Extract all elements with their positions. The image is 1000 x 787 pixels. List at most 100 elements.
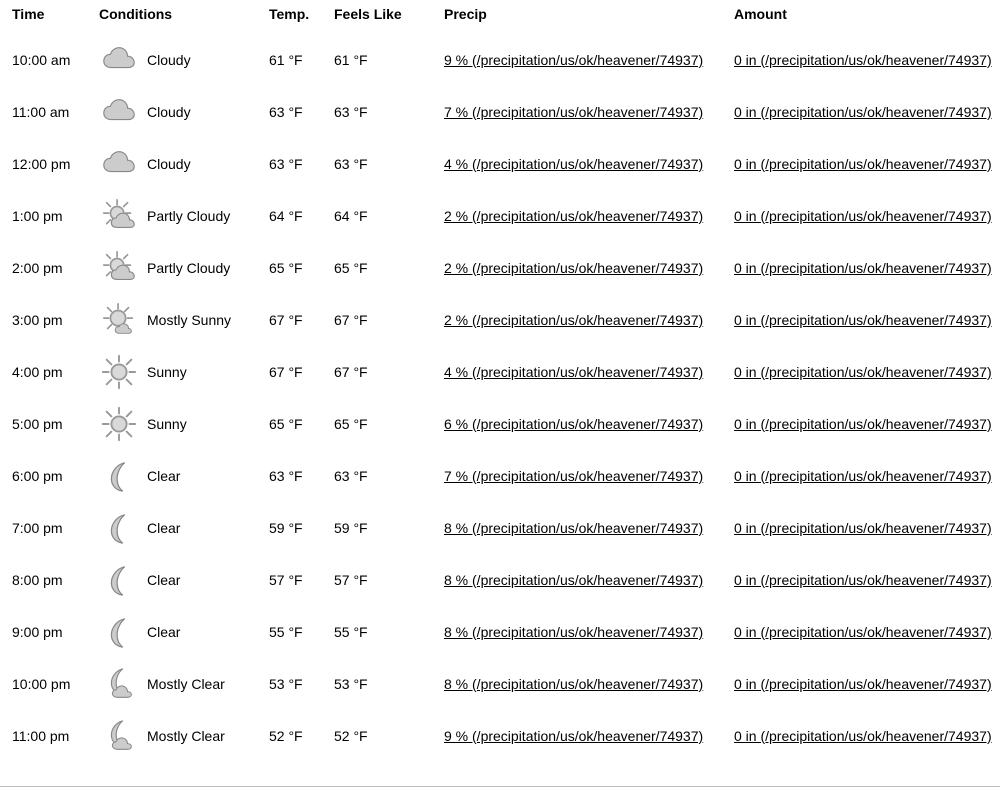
conditions-cell: Sunny: [95, 346, 265, 398]
precip-link[interactable]: 4 % (/precipitation/us/ok/heavener/74937…: [444, 364, 703, 380]
time-cell: 8:00 pm: [0, 554, 95, 606]
precip-link[interactable]: 2 % (/precipitation/us/ok/heavener/74937…: [444, 312, 703, 328]
table-row: 5:00 pmSunny65 °F65 °F6 % (/precipitatio…: [0, 398, 1000, 450]
feels-like-cell: 55 °F: [330, 606, 440, 658]
table-row: 8:00 pmClear57 °F57 °F8 % (/precipitatio…: [0, 554, 1000, 606]
amount-cell: 0 in (/precipitation/us/ok/heavener/7493…: [730, 34, 1000, 86]
precip-cell: 7 % (/precipitation/us/ok/heavener/74937…: [440, 86, 730, 138]
precip-link[interactable]: 2 % (/precipitation/us/ok/heavener/74937…: [444, 208, 703, 224]
precip-cell: 7 % (/precipitation/us/ok/heavener/74937…: [440, 450, 730, 502]
conditions-cell: Clear: [95, 450, 265, 502]
conditions-cell: Clear: [95, 502, 265, 554]
precip-cell: 2 % (/precipitation/us/ok/heavener/74937…: [440, 242, 730, 294]
feels-like-cell: 64 °F: [330, 190, 440, 242]
amount-link[interactable]: 0 in (/precipitation/us/ok/heavener/7493…: [734, 572, 992, 588]
temp-cell: 63 °F: [265, 138, 330, 190]
precip-link[interactable]: 4 % (/precipitation/us/ok/heavener/74937…: [444, 156, 703, 172]
precip-link[interactable]: 8 % (/precipitation/us/ok/heavener/74937…: [444, 676, 703, 692]
amount-link[interactable]: 0 in (/precipitation/us/ok/heavener/7493…: [734, 312, 992, 328]
amount-cell: 0 in (/precipitation/us/ok/heavener/7493…: [730, 450, 1000, 502]
clear-night-icon: [99, 612, 139, 652]
condition-label: Mostly Clear: [147, 676, 225, 692]
feels-like-cell: 67 °F: [330, 346, 440, 398]
precip-link[interactable]: 9 % (/precipitation/us/ok/heavener/74937…: [444, 728, 703, 744]
amount-link[interactable]: 0 in (/precipitation/us/ok/heavener/7493…: [734, 728, 992, 744]
temp-cell: 65 °F: [265, 242, 330, 294]
conditions-cell: Clear: [95, 554, 265, 606]
precip-link[interactable]: 8 % (/precipitation/us/ok/heavener/74937…: [444, 520, 703, 536]
precip-cell: 8 % (/precipitation/us/ok/heavener/74937…: [440, 606, 730, 658]
table-row: 9:00 pmClear55 °F55 °F8 % (/precipitatio…: [0, 606, 1000, 658]
feels-like-cell: 63 °F: [330, 450, 440, 502]
amount-link[interactable]: 0 in (/precipitation/us/ok/heavener/7493…: [734, 208, 992, 224]
temp-cell: 63 °F: [265, 86, 330, 138]
condition-label: Mostly Sunny: [147, 312, 231, 328]
condition-label: Clear: [147, 520, 180, 536]
precip-cell: 6 % (/precipitation/us/ok/heavener/74937…: [440, 398, 730, 450]
amount-cell: 0 in (/precipitation/us/ok/heavener/7493…: [730, 190, 1000, 242]
table-row: 2:00 pmPartly Cloudy65 °F65 °F2 % (/prec…: [0, 242, 1000, 294]
amount-link[interactable]: 0 in (/precipitation/us/ok/heavener/7493…: [734, 624, 992, 640]
amount-link[interactable]: 0 in (/precipitation/us/ok/heavener/7493…: [734, 104, 992, 120]
time-cell: 6:00 pm: [0, 450, 95, 502]
feels-like-cell: 57 °F: [330, 554, 440, 606]
precip-link[interactable]: 8 % (/precipitation/us/ok/heavener/74937…: [444, 572, 703, 588]
temp-cell: 61 °F: [265, 34, 330, 86]
condition-label: Partly Cloudy: [147, 208, 230, 224]
header-amount: Amount: [730, 0, 1000, 34]
temp-cell: 63 °F: [265, 450, 330, 502]
feels-like-cell: 63 °F: [330, 138, 440, 190]
clear-night-icon: [99, 508, 139, 548]
table-row: 10:00 amCloudy61 °F61 °F9 % (/precipitat…: [0, 34, 1000, 86]
precip-cell: 2 % (/precipitation/us/ok/heavener/74937…: [440, 294, 730, 346]
precip-link[interactable]: 8 % (/precipitation/us/ok/heavener/74937…: [444, 624, 703, 640]
temp-cell: 65 °F: [265, 398, 330, 450]
table-row: 6:00 pmClear63 °F63 °F7 % (/precipitatio…: [0, 450, 1000, 502]
amount-link[interactable]: 0 in (/precipitation/us/ok/heavener/7493…: [734, 156, 992, 172]
time-cell: 5:00 pm: [0, 398, 95, 450]
temp-cell: 52 °F: [265, 710, 330, 762]
table-row: 11:00 pmMostly Clear52 °F52 °F9 % (/prec…: [0, 710, 1000, 762]
time-cell: 12:00 pm: [0, 138, 95, 190]
conditions-cell: Clear: [95, 606, 265, 658]
precip-cell: 8 % (/precipitation/us/ok/heavener/74937…: [440, 554, 730, 606]
amount-cell: 0 in (/precipitation/us/ok/heavener/7493…: [730, 138, 1000, 190]
condition-label: Cloudy: [147, 104, 191, 120]
conditions-cell: Cloudy: [95, 34, 265, 86]
precip-cell: 9 % (/precipitation/us/ok/heavener/74937…: [440, 34, 730, 86]
condition-label: Cloudy: [147, 156, 191, 172]
header-row: Time Conditions Temp. Feels Like Precip …: [0, 0, 1000, 34]
feels-like-cell: 67 °F: [330, 294, 440, 346]
amount-cell: 0 in (/precipitation/us/ok/heavener/7493…: [730, 554, 1000, 606]
sunny-icon: [99, 404, 139, 444]
precip-link[interactable]: 6 % (/precipitation/us/ok/heavener/74937…: [444, 416, 703, 432]
amount-link[interactable]: 0 in (/precipitation/us/ok/heavener/7493…: [734, 468, 992, 484]
precip-cell: 9 % (/precipitation/us/ok/heavener/74937…: [440, 710, 730, 762]
amount-link[interactable]: 0 in (/precipitation/us/ok/heavener/7493…: [734, 52, 992, 68]
table-row: 1:00 pmPartly Cloudy64 °F64 °F2 % (/prec…: [0, 190, 1000, 242]
amount-link[interactable]: 0 in (/precipitation/us/ok/heavener/7493…: [734, 520, 992, 536]
time-cell: 11:00 pm: [0, 710, 95, 762]
precip-link[interactable]: 7 % (/precipitation/us/ok/heavener/74937…: [444, 468, 703, 484]
feels-like-cell: 52 °F: [330, 710, 440, 762]
amount-link[interactable]: 0 in (/precipitation/us/ok/heavener/7493…: [734, 676, 992, 692]
hourly-forecast-table: Time Conditions Temp. Feels Like Precip …: [0, 0, 1000, 762]
mostly-clear-night-icon: [99, 664, 139, 704]
precip-cell: 4 % (/precipitation/us/ok/heavener/74937…: [440, 346, 730, 398]
time-cell: 9:00 pm: [0, 606, 95, 658]
precip-link[interactable]: 2 % (/precipitation/us/ok/heavener/74937…: [444, 260, 703, 276]
conditions-cell: Partly Cloudy: [95, 190, 265, 242]
amount-link[interactable]: 0 in (/precipitation/us/ok/heavener/7493…: [734, 260, 992, 276]
feels-like-cell: 63 °F: [330, 86, 440, 138]
amount-link[interactable]: 0 in (/precipitation/us/ok/heavener/7493…: [734, 364, 992, 380]
condition-label: Partly Cloudy: [147, 260, 230, 276]
feels-like-cell: 53 °F: [330, 658, 440, 710]
header-temp: Temp.: [265, 0, 330, 34]
amount-cell: 0 in (/precipitation/us/ok/heavener/7493…: [730, 658, 1000, 710]
amount-link[interactable]: 0 in (/precipitation/us/ok/heavener/7493…: [734, 416, 992, 432]
precip-link[interactable]: 7 % (/precipitation/us/ok/heavener/74937…: [444, 104, 703, 120]
mostly-sunny-icon: [99, 300, 139, 340]
precip-link[interactable]: 9 % (/precipitation/us/ok/heavener/74937…: [444, 52, 703, 68]
header-precip: Precip: [440, 0, 730, 34]
conditions-cell: Mostly Sunny: [95, 294, 265, 346]
